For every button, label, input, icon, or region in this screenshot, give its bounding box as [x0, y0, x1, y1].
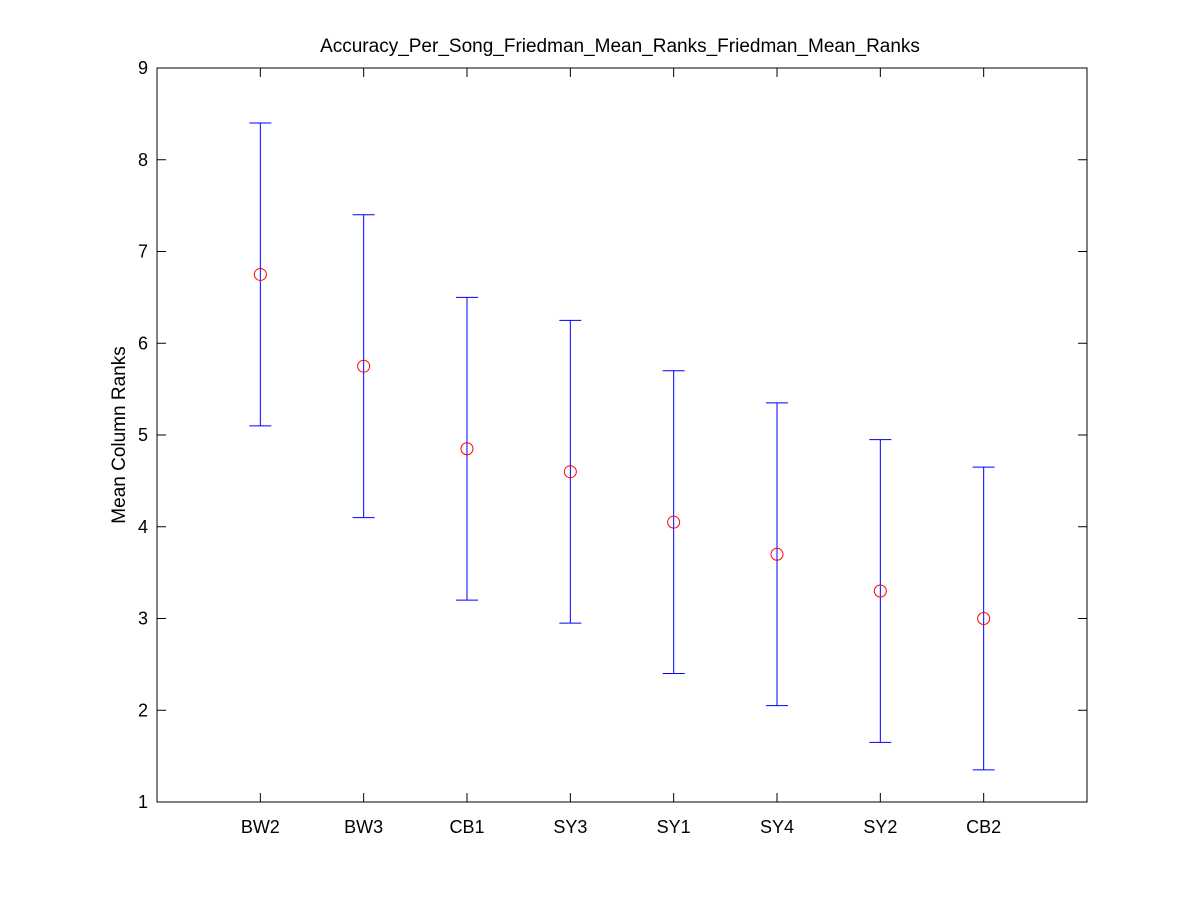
x-tick-label: BW2 — [241, 817, 280, 837]
y-tick-label: 6 — [138, 333, 148, 353]
mean-marker — [667, 515, 681, 529]
mean-marker — [977, 612, 991, 625]
x-tick-label: BW3 — [344, 817, 383, 837]
mean-marker — [357, 359, 371, 373]
x-tick-label: CB1 — [449, 817, 484, 837]
x-tick-label: SY1 — [657, 817, 691, 837]
x-tick-label: SY4 — [760, 817, 794, 837]
y-tick-label: 9 — [138, 58, 148, 78]
mean-marker — [873, 584, 887, 598]
mean-marker — [460, 442, 474, 456]
y-tick-label: 2 — [138, 700, 148, 720]
y-tick-label: 8 — [138, 150, 148, 170]
x-tick-label: SY3 — [553, 817, 587, 837]
plot-area: 1 2 3 4 5 6 7 8 9 BW2 BW3 CB1 SY3 SY1 SY4 SY2 CB2 — [138, 58, 1088, 837]
x-tick-label: SY2 — [863, 817, 897, 837]
y-tick-label: 4 — [138, 517, 148, 537]
mean-marker — [770, 547, 784, 561]
chart-title: Accuracy_Per_Song_Friedman_Mean_Ranks_Fr… — [320, 36, 920, 57]
y-tick-label: 5 — [138, 425, 148, 445]
mean-marker — [253, 267, 267, 281]
x-tick-label: CB2 — [966, 817, 1001, 837]
mean-marker — [563, 465, 577, 479]
y-axis-label: Mean Column Ranks — [109, 346, 130, 523]
y-tick-label: 3 — [138, 609, 148, 629]
y-tick-label: 1 — [138, 792, 148, 812]
y-tick-label: 7 — [138, 242, 148, 262]
